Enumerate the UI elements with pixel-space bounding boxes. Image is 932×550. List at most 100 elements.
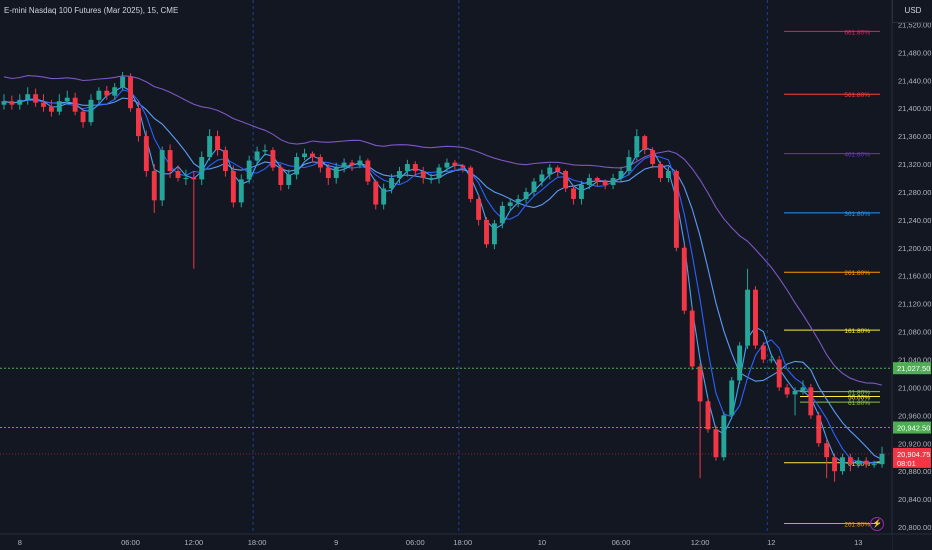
- candle-body[interactable]: [215, 136, 220, 151]
- candle-body[interactable]: [262, 150, 268, 152]
- candle-body[interactable]: [325, 167, 331, 178]
- candle-body[interactable]: [357, 160, 363, 166]
- candle-body[interactable]: [199, 157, 205, 180]
- candle-body[interactable]: [404, 164, 410, 172]
- candle-body[interactable]: [397, 171, 402, 178]
- candle-body[interactable]: [444, 162, 450, 168]
- candle-body[interactable]: [41, 102, 46, 107]
- candle-body[interactable]: [120, 76, 126, 88]
- candle-body[interactable]: [9, 101, 15, 105]
- candle-body[interactable]: [808, 387, 814, 416]
- candle-body[interactable]: [56, 101, 62, 112]
- candle-body[interactable]: [484, 219, 489, 245]
- candle-body[interactable]: [428, 178, 434, 179]
- candle-body[interactable]: [760, 345, 766, 360]
- candle-body[interactable]: [784, 387, 790, 395]
- candle-body[interactable]: [80, 111, 86, 123]
- candle-body[interactable]: [33, 94, 39, 103]
- time-axis[interactable]: [0, 534, 892, 550]
- candle-body[interactable]: [286, 174, 292, 185]
- candle-body[interactable]: [863, 460, 869, 465]
- candle-body[interactable]: [246, 160, 252, 180]
- candle-body[interactable]: [373, 181, 379, 205]
- candle-body[interactable]: [1, 101, 7, 105]
- candle-body[interactable]: [112, 87, 118, 96]
- candle-body[interactable]: [389, 178, 395, 189]
- candle-body[interactable]: [452, 162, 458, 166]
- candle-body[interactable]: [666, 171, 671, 178]
- candle-body[interactable]: [697, 366, 703, 402]
- candle-body[interactable]: [634, 136, 640, 158]
- candle-body[interactable]: [294, 157, 300, 175]
- candle-body[interactable]: [594, 178, 600, 182]
- candle-body[interactable]: [48, 106, 54, 112]
- candle-body[interactable]: [230, 171, 236, 203]
- candle-body[interactable]: [658, 164, 663, 178]
- candle-body[interactable]: [183, 178, 189, 179]
- candle-body[interactable]: [681, 247, 687, 311]
- candle-body[interactable]: [705, 401, 711, 430]
- candle-body[interactable]: [753, 289, 758, 346]
- candle-body[interactable]: [713, 429, 719, 458]
- candle-body[interactable]: [468, 167, 474, 199]
- candle-body[interactable]: [159, 150, 165, 201]
- candle-body[interactable]: [515, 198, 521, 203]
- candle-body[interactable]: [349, 162, 355, 166]
- candle-body[interactable]: [642, 136, 648, 151]
- candle-body[interactable]: [792, 390, 798, 395]
- candle-body[interactable]: [578, 184, 584, 199]
- candle-body[interactable]: [840, 457, 845, 472]
- candle-body[interactable]: [602, 181, 608, 185]
- candle-body[interactable]: [523, 191, 529, 199]
- candle-body[interactable]: [832, 457, 838, 472]
- candle-body[interactable]: [104, 90, 110, 96]
- candle-body[interactable]: [879, 453, 885, 465]
- candle-body[interactable]: [499, 205, 505, 224]
- candle-body[interactable]: [420, 171, 426, 178]
- candle-body[interactable]: [610, 178, 616, 185]
- candle-body[interactable]: [824, 443, 830, 458]
- candle-body[interactable]: [143, 136, 149, 172]
- candle-body[interactable]: [491, 223, 497, 245]
- candle-body[interactable]: [776, 359, 782, 388]
- candle-body[interactable]: [96, 90, 102, 100]
- candle-body[interactable]: [191, 178, 197, 180]
- candle-body[interactable]: [847, 457, 853, 465]
- candle-body[interactable]: [737, 345, 743, 381]
- candle-body[interactable]: [816, 415, 822, 444]
- currency-button[interactable]: USD: [892, 0, 932, 23]
- candle-body[interactable]: [25, 94, 31, 100]
- candle-body[interactable]: [238, 179, 244, 203]
- candle-body[interactable]: [460, 165, 466, 168]
- candle-body[interactable]: [128, 76, 133, 109]
- candle-body[interactable]: [563, 171, 569, 189]
- candle-body[interactable]: [436, 167, 442, 178]
- candle-body[interactable]: [689, 310, 695, 367]
- candle-body[interactable]: [317, 157, 323, 168]
- candle-body[interactable]: [72, 97, 78, 112]
- lightning-icon[interactable]: ⚡: [870, 517, 884, 531]
- candle-body[interactable]: [745, 289, 751, 346]
- candle-body[interactable]: [254, 151, 260, 161]
- candle-body[interactable]: [673, 171, 679, 248]
- candle-body[interactable]: [586, 178, 592, 185]
- candle-body[interactable]: [412, 164, 418, 172]
- candle-body[interactable]: [539, 174, 545, 182]
- candle-body[interactable]: [135, 108, 141, 137]
- candle-body[interactable]: [650, 150, 656, 165]
- candle-body[interactable]: [365, 160, 371, 182]
- candle-body[interactable]: [729, 380, 735, 416]
- candle-body[interactable]: [151, 171, 157, 201]
- candle-body[interactable]: [555, 167, 561, 172]
- candle-body[interactable]: [800, 387, 806, 391]
- candle-body[interactable]: [618, 171, 624, 178]
- candle-body[interactable]: [531, 181, 537, 192]
- candle-body[interactable]: [302, 153, 308, 158]
- candle-body[interactable]: [381, 188, 387, 205]
- candle-body[interactable]: [207, 136, 213, 158]
- candle-body[interactable]: [476, 198, 482, 220]
- candle-body[interactable]: [333, 167, 339, 178]
- candle-body[interactable]: [855, 460, 861, 465]
- candle-body[interactable]: [507, 202, 513, 206]
